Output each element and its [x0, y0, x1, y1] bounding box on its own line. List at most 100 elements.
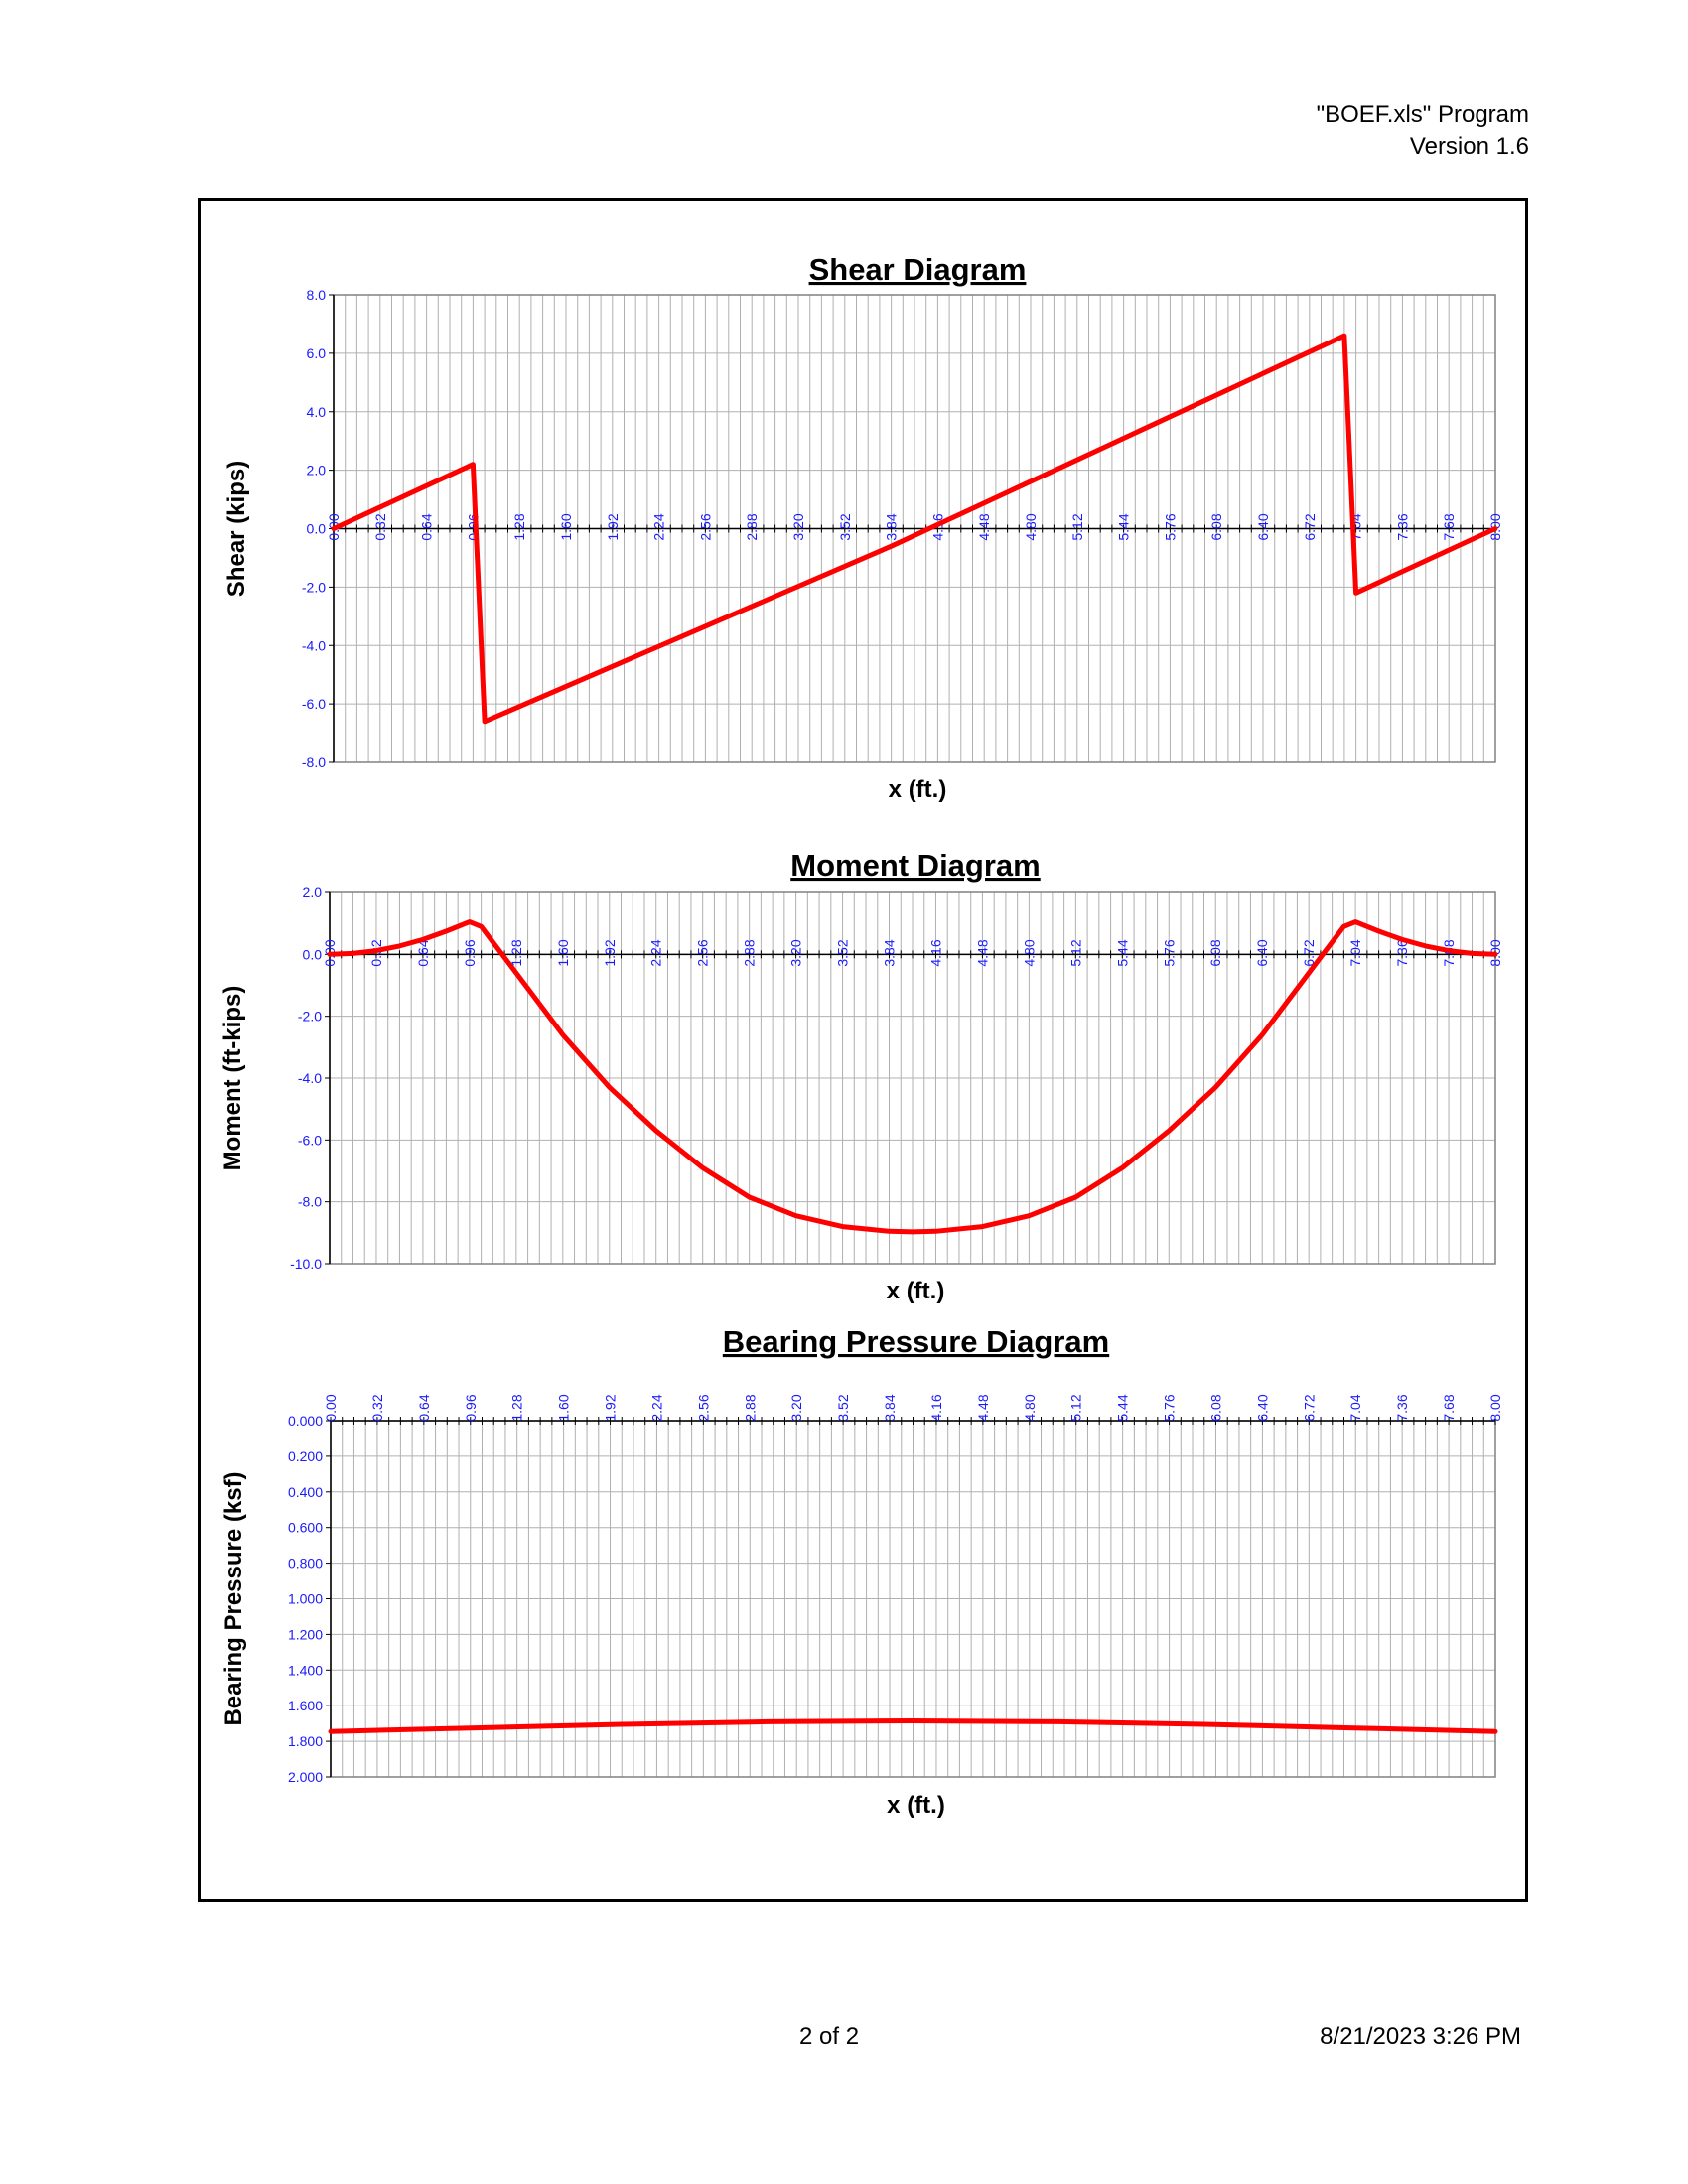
x-tick-label: 1.28	[509, 1394, 525, 1421]
chart-title: Shear Diagram	[809, 252, 1027, 287]
x-tick-label: 0.64	[415, 939, 431, 966]
x-tick-label: 5.12	[1068, 1394, 1084, 1421]
x-axis-label: x (ft.)	[887, 1792, 945, 1819]
x-tick-label: 5.76	[1162, 513, 1178, 540]
x-tick-label: 4.48	[975, 1394, 991, 1421]
x-tick-label: 5.76	[1162, 1394, 1178, 1421]
x-tick-label: 0.64	[416, 1394, 432, 1421]
y-tick-label: -6.0	[298, 1132, 322, 1148]
x-tick-label: 7.36	[1394, 1394, 1410, 1421]
y-tick-label: 0.000	[288, 1413, 323, 1429]
x-tick-label: 4.16	[927, 939, 943, 966]
x-tick-label: 6.40	[1255, 513, 1271, 540]
x-tick-label: 2.56	[695, 1394, 711, 1421]
x-tick-label: 2.24	[651, 513, 667, 540]
y-tick-label: 0.400	[288, 1484, 323, 1500]
y-tick-label: 1.000	[288, 1591, 323, 1607]
x-tick-label: 0.64	[419, 513, 435, 540]
y-tick-label: 2.0	[307, 463, 327, 478]
x-tick-label: 2.56	[695, 939, 711, 966]
y-tick-label: -10.0	[290, 1256, 322, 1272]
y-tick-label: 0.800	[288, 1556, 323, 1571]
x-tick-label: 0.32	[372, 513, 388, 540]
x-tick-label: 1.60	[556, 1394, 572, 1421]
x-tick-label: 0.96	[462, 939, 478, 966]
y-tick-label: -6.0	[302, 696, 326, 712]
x-tick-label: 1.92	[602, 939, 618, 966]
x-tick-label: 2.24	[648, 1394, 664, 1421]
y-tick-label: -4.0	[298, 1070, 322, 1086]
series-line	[331, 333, 1498, 725]
program-version: Version 1.6	[1409, 133, 1529, 160]
y-tick-label: 1.200	[288, 1626, 323, 1642]
x-tick-label: 7.68	[1441, 513, 1457, 540]
x-tick-label: 3.20	[788, 1394, 804, 1421]
y-tick-label: 0.0	[307, 521, 327, 537]
chart-title: Moment Diagram	[790, 848, 1040, 883]
x-tick-label: 1.60	[558, 513, 574, 540]
series-line	[327, 919, 1498, 1235]
x-tick-label: 2.88	[744, 513, 760, 540]
x-tick-label: 3.20	[788, 939, 804, 966]
y-axis-label: Bearing Pressure (ksf)	[220, 1471, 247, 1725]
x-tick-label: 5.12	[1067, 939, 1083, 966]
y-tick-label: -8.0	[298, 1194, 322, 1210]
y-tick-label: -2.0	[302, 579, 326, 595]
series-line	[328, 1718, 1498, 1734]
x-tick-label: 2.88	[742, 939, 758, 966]
x-tick-label: 6.72	[1302, 513, 1318, 540]
y-tick-label: 2.000	[288, 1769, 323, 1785]
x-tick-label: 7.04	[1347, 1394, 1363, 1421]
x-tick-label: 6.08	[1207, 1394, 1223, 1421]
chart-0: 8.06.04.02.00.0-2.0-4.0-6.0-8.00.00 0.32 0…	[223, 252, 1503, 803]
x-tick-label: 1.60	[555, 939, 571, 966]
x-tick-label: 4.80	[1023, 513, 1039, 540]
y-tick-label: -2.0	[298, 1009, 322, 1024]
y-tick-label: 0.200	[288, 1448, 323, 1464]
y-tick-label: -8.0	[302, 754, 326, 770]
x-tick-label: 4.48	[976, 513, 992, 540]
x-tick-label: 3.84	[882, 1394, 898, 1421]
x-tick-label: 6.72	[1301, 939, 1317, 966]
chart-2: 0.000 0.200 0.400 0.600 0.800 1.000 1.200 1.400…	[220, 1324, 1503, 1819]
x-tick-label: 4.80	[1022, 1394, 1038, 1421]
x-tick-label: 5.44	[1114, 939, 1130, 966]
x-tick-label: 7.04	[1347, 939, 1363, 966]
chart-1: 2.00.0-2.0-4.0-6.0-8.0-10.00.00 0.32 0.64 0…	[219, 848, 1503, 1304]
y-tick-label: 8.0	[307, 287, 327, 303]
page-header: "BOEF.xls" Program Version 1.6	[1317, 99, 1529, 163]
chart-frame	[198, 198, 1528, 1902]
program-name: "BOEF.xls" Program	[1316, 101, 1529, 128]
x-tick-label: 2.88	[742, 1394, 758, 1421]
x-tick-label: 1.92	[605, 513, 621, 540]
x-axis-label: x (ft.)	[889, 776, 947, 803]
x-tick-label: 5.76	[1161, 939, 1177, 966]
x-tick-label: 7.68	[1441, 1394, 1457, 1421]
x-tick-label: 4.80	[1021, 939, 1037, 966]
y-axis-label: Moment (ft-kips)	[219, 986, 246, 1171]
x-tick-label: 3.52	[835, 939, 851, 966]
x-tick-label: 0.00	[323, 1394, 339, 1421]
x-tick-label: 2.24	[648, 939, 664, 966]
x-tick-label: 6.72	[1301, 1394, 1317, 1421]
y-tick-label: 0.0	[303, 946, 323, 962]
x-tick-label: 7.36	[1394, 939, 1410, 966]
x-tick-label: 3.84	[884, 513, 900, 540]
x-tick-label: 3.52	[835, 1394, 851, 1421]
x-tick-label: 1.28	[511, 513, 527, 540]
page-number: 2 of 2	[799, 2023, 860, 2050]
x-tick-label: 8.00	[1487, 1394, 1503, 1421]
x-tick-label: 2.56	[697, 513, 713, 540]
x-tick-label: 7.36	[1394, 513, 1410, 540]
x-tick-label: 1.28	[508, 939, 524, 966]
y-tick-label: 1.400	[288, 1662, 323, 1678]
x-tick-label: 3.84	[882, 939, 898, 966]
y-tick-label: 1.800	[288, 1733, 323, 1749]
x-axis-label: x (ft.)	[887, 1278, 945, 1304]
x-tick-label: 6.08	[1208, 513, 1224, 540]
y-tick-label: 1.600	[288, 1698, 323, 1713]
x-tick-label: 4.48	[974, 939, 990, 966]
x-tick-label: 0.32	[369, 1394, 385, 1421]
x-tick-label: 0.96	[463, 1394, 479, 1421]
